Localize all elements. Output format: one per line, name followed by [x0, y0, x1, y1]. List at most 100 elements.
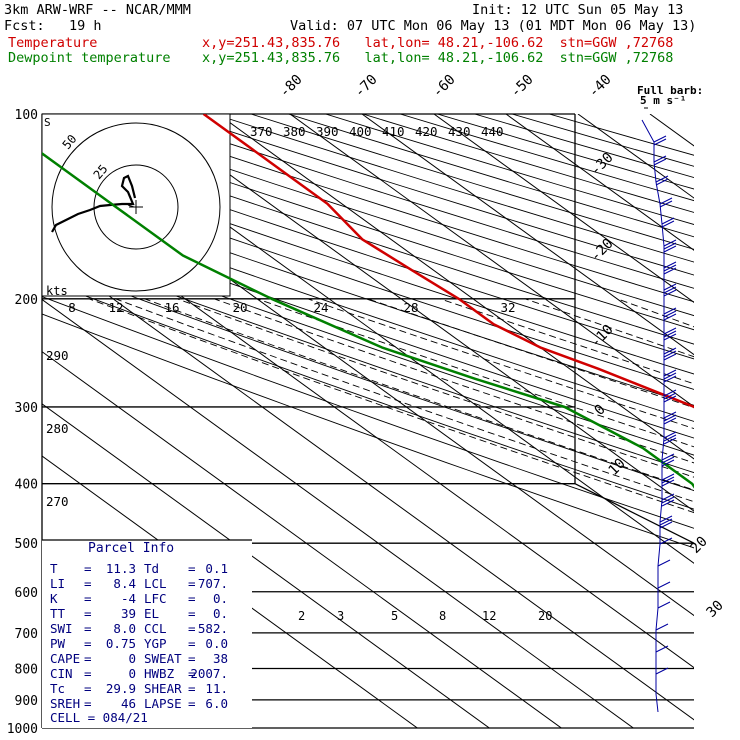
moist-adiabat-line: [703, 299, 740, 728]
hodograph-ring: [93, 164, 179, 250]
isotherm-tick-label: -40: [586, 72, 615, 101]
parcel-info-equals: =: [84, 636, 92, 651]
pressure-tick-label: 600: [15, 586, 38, 601]
sounding-profiles: [42, 114, 694, 489]
parcel-info-value: 6.0: [205, 696, 228, 711]
mixing-ratio-tick-label: 8: [439, 609, 446, 623]
parcel-info-key: CAPE: [50, 651, 80, 666]
wind-barb: [657, 559, 671, 567]
parcel-info-equals: =: [84, 666, 92, 681]
dry-adiabat-line: [42, 313, 694, 549]
theta-tick-label: 410: [382, 124, 405, 139]
wind-barbs: Full barb:5 m s⁻¹: [637, 84, 703, 713]
parcel-info-value: 0.: [213, 591, 228, 606]
isotherm-line: [361, 114, 694, 356]
isotherm-line: [217, 114, 694, 460]
parcel-info-equals: =: [188, 681, 196, 696]
wind-barb: [663, 239, 677, 247]
parcel-info-value: 707.: [198, 576, 228, 591]
parcel-info-key: YGP: [144, 636, 167, 651]
parcel-info-equals: =: [188, 621, 196, 636]
dry-adiabat-line: [42, 172, 694, 390]
wind-barb: [663, 347, 677, 355]
wind-barb: [653, 158, 667, 166]
parcel-info-value: 582.: [198, 621, 228, 636]
wind-barb: [663, 434, 677, 442]
skew-t-grid: [42, 114, 740, 728]
dry-adiabat-line: [42, 215, 694, 439]
wind-barb: [655, 175, 669, 183]
wind-barb: [663, 417, 677, 425]
parcel-info-value: 46: [121, 696, 136, 711]
wind-barb: [655, 178, 669, 186]
parcel-info-value: 2007.: [190, 666, 228, 681]
wind-barb: [663, 283, 677, 291]
wind-barb: [659, 515, 673, 523]
isotherm-tick-label: -50: [508, 72, 537, 101]
dry-adiabat-line: [42, 246, 694, 474]
parcel-info-value: 38: [213, 651, 228, 666]
hodograph-speed-label: 24: [313, 300, 328, 315]
dry-adiabat-line: [437, 114, 694, 190]
moist-adiabat-line: [144, 298, 694, 491]
pressure-tick-label: 300: [15, 401, 38, 416]
wind-barb: [663, 289, 677, 297]
wind-barb: [661, 217, 675, 225]
parcel-info-key: LAPSE: [144, 696, 182, 711]
parcel-info-value: 11.3: [106, 561, 136, 576]
hodograph-ring: [51, 122, 221, 292]
dewpoint-location: x,y=251.43,835.76 lat,lon= 48.21,-106.62…: [202, 50, 674, 66]
valid-time: Valid: 07 UTC Mon 06 May 13 (01 MDT Mon …: [290, 18, 697, 34]
isotherm-tick-label: 20: [688, 534, 711, 557]
parcel-info-key: SHEAR: [144, 681, 182, 696]
pressure-tick-label: 500: [15, 537, 38, 552]
parcel-info-equals: =: [84, 651, 92, 666]
parcel-info-value: 0.1: [205, 561, 228, 576]
parcel-info-value: 8.4: [113, 576, 136, 591]
parcel-info-equals: =: [84, 576, 92, 591]
dry-adiabat-line: [42, 262, 694, 492]
theta-tick-label: 430: [448, 124, 471, 139]
parcel-info-equals: =: [84, 621, 92, 636]
dry-adiabat-line: [42, 200, 694, 422]
wind-barb: [663, 313, 677, 321]
wind-barb: [663, 267, 677, 275]
parcel-info-key: SWI: [50, 621, 73, 636]
dry-adiabat-line: [42, 279, 694, 510]
wind-barb: [659, 197, 673, 205]
parcel-info-value: 0.: [213, 606, 228, 621]
isotherm-tick-label: -10: [588, 322, 617, 351]
mixing-ratio-tick-label: 5: [391, 609, 398, 623]
mixing-ratio-tick-label: 2: [298, 609, 305, 623]
wind-barb: [657, 601, 671, 609]
parcel-info-key: LFC: [144, 591, 167, 606]
wind-barb: [661, 453, 675, 461]
pressure-tick-label: 1000: [7, 722, 38, 737]
isotherm-line: [42, 246, 694, 721]
dry-adiabat-line: [42, 158, 694, 375]
hodograph-units-label: kts: [46, 284, 68, 298]
parcel-info-value: 0.75: [106, 636, 136, 651]
dry-adiabat-line: [511, 114, 694, 167]
parcel-info-background: [42, 540, 252, 728]
parcel-info-key: HWBZ: [144, 666, 175, 681]
wind-barb: [659, 537, 673, 545]
temperature-legend: Temperature: [8, 35, 98, 51]
isotherm-tick-label: -60: [430, 72, 459, 101]
parcel-info-key: EL: [144, 606, 159, 621]
parcel-info-value: -4: [121, 591, 136, 606]
wind-barb: [663, 375, 677, 383]
parcel-info-key: Tc: [50, 681, 65, 696]
wind-barb: [661, 496, 675, 504]
parcel-info-key: T: [50, 561, 58, 576]
theta-tick-label: 420: [415, 124, 438, 139]
theta-tick-label: 290: [46, 348, 69, 363]
hodograph-speed-label: 32: [500, 300, 515, 315]
parcel-info-cell: CELL = 084/21: [50, 710, 148, 725]
dry-adiabat-line: [42, 186, 694, 406]
hodograph-speed-label: 12: [108, 300, 123, 315]
pressure-tick-label: 800: [15, 662, 38, 677]
temperature-location: x,y=251.43,835.76 lat,lon= 48.21,-106.62…: [202, 35, 674, 51]
parcel-info-key: TT: [50, 606, 66, 621]
